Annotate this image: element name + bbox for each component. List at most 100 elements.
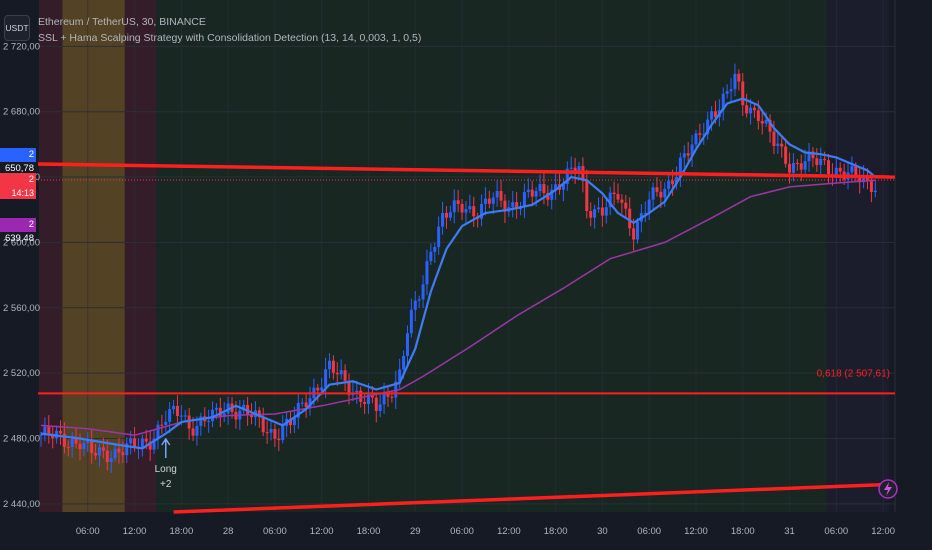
candle-body <box>585 181 589 212</box>
x-tick-label: 12:00 <box>871 526 895 537</box>
candle-body <box>250 414 254 418</box>
candle-body <box>526 189 530 193</box>
candle-body <box>713 111 717 118</box>
candle-body <box>417 299 421 301</box>
candle-body <box>183 415 187 417</box>
candle-body <box>273 429 277 439</box>
y-tick-label: 2 560,00 <box>3 303 40 314</box>
candle-body <box>694 133 698 145</box>
candle-body <box>854 165 858 176</box>
candle-body <box>86 440 90 443</box>
candle-body <box>300 402 304 404</box>
candle-body <box>316 387 320 391</box>
long-signal-qty: +2 <box>160 479 172 490</box>
candle-body <box>405 333 409 356</box>
candle-body <box>191 428 195 436</box>
y-tick-label: 2 440,00 <box>3 499 40 510</box>
candle-body <box>616 194 620 200</box>
candle-body <box>90 440 94 454</box>
candle-body <box>678 157 682 177</box>
x-tick-label: 12:00 <box>497 526 521 537</box>
candle-body <box>569 167 573 169</box>
candle-body <box>441 212 445 227</box>
candle-body <box>172 405 176 410</box>
candle-body <box>125 443 129 456</box>
candle-body <box>655 187 659 192</box>
candle-body <box>764 119 768 124</box>
candle-body <box>144 438 148 442</box>
candle-body <box>811 151 815 159</box>
candle-body <box>437 226 441 248</box>
candle-body <box>780 143 784 147</box>
candle-body <box>741 81 745 106</box>
currency-badge[interactable]: USDT <box>4 15 30 41</box>
candle-body <box>659 191 663 198</box>
candle-body <box>468 206 472 210</box>
x-tick-label: 30 <box>597 526 608 537</box>
candle-body <box>109 458 113 463</box>
candle-body <box>480 203 484 219</box>
candle-body <box>710 111 714 120</box>
candle-body <box>105 450 109 463</box>
x-tick-label: 18:00 <box>731 526 755 537</box>
candle-body <box>788 163 792 173</box>
x-tick-label: 18:00 <box>357 526 381 537</box>
candle-body <box>803 161 807 170</box>
candle-body <box>425 261 429 285</box>
candle-body <box>409 309 413 334</box>
x-tick-label: 18:00 <box>544 526 568 537</box>
candle-body <box>343 370 347 381</box>
candle-body <box>737 73 741 82</box>
candle-body <box>791 163 795 173</box>
candle-body <box>850 165 854 173</box>
candle-body <box>663 188 667 198</box>
indicator-line[interactable]: SSL + Hama Scalping Strategy with Consol… <box>38 32 422 44</box>
candle-body <box>760 120 764 124</box>
y-tick-label: 2 600,00 <box>3 237 40 248</box>
candle-body <box>499 190 503 201</box>
candle-body <box>70 439 74 448</box>
candle-body <box>608 192 612 208</box>
candle-body <box>43 426 47 436</box>
candle-body <box>160 424 164 426</box>
candle-body <box>503 200 507 212</box>
candle-body <box>823 158 827 161</box>
y-tick-label: 2 520,00 <box>3 368 40 379</box>
candle-body <box>674 176 678 185</box>
candle-body <box>815 158 819 166</box>
candle-body <box>359 390 363 402</box>
candle-body <box>624 202 628 209</box>
candle-body <box>214 407 218 410</box>
candle-body <box>869 179 873 192</box>
candle-body <box>628 208 632 229</box>
candle-body <box>729 89 733 92</box>
candle-body <box>698 133 702 135</box>
candle-body <box>113 448 117 459</box>
candle-body <box>265 432 269 434</box>
candle-body <box>199 416 203 426</box>
candle-body <box>331 360 335 373</box>
candle-body <box>66 446 70 448</box>
candle-body <box>452 200 456 213</box>
candles <box>39 63 877 474</box>
x-tick-label: 28 <box>223 526 234 537</box>
candle-body <box>97 447 101 456</box>
candle-body <box>121 452 125 456</box>
candle-body <box>819 158 823 166</box>
candle-body <box>491 197 495 204</box>
session-shading-4 <box>826 0 889 512</box>
candle-body <box>597 207 601 210</box>
candle-body <box>335 372 339 375</box>
candle-body <box>433 247 437 252</box>
candle-body <box>827 160 831 175</box>
candle-body <box>363 401 367 404</box>
candle-body <box>289 418 293 426</box>
long-signal-label: Long <box>155 464 177 475</box>
x-tick-label: 06:00 <box>76 526 100 537</box>
candle-body <box>156 424 160 439</box>
symbol-line[interactable]: Ethereum / TetherUS, 30, BINANCE <box>38 16 206 28</box>
ssl-line <box>40 97 877 450</box>
candle-body <box>444 212 448 218</box>
candle-body <box>164 421 168 425</box>
